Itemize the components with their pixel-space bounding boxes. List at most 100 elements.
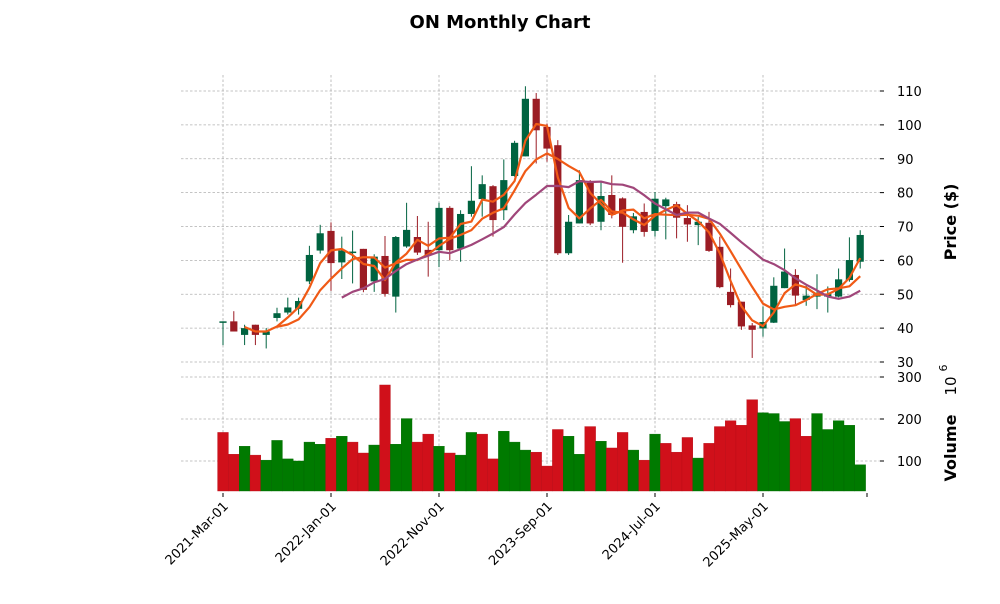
volume-bar [303,441,316,492]
candle-body [338,250,346,263]
candle-body [413,237,421,253]
candle-body [403,229,411,247]
candle-body [467,200,475,214]
candle-body [295,301,303,309]
candle-body [359,248,367,290]
volume-exponent-base: 10 [942,376,960,395]
volume-bar [725,420,737,492]
volume-bar [854,464,866,492]
candle-body [262,331,270,335]
candle-body [392,237,400,297]
volume-bar [271,440,283,492]
volume-bar [843,425,856,492]
moving-average-3 [244,122,862,333]
volume-bar [530,451,542,492]
volume-bar [401,418,413,492]
candle-body [435,207,443,251]
volume-bar [217,432,229,492]
volume-bar [681,437,694,492]
volume-exponent-power: 6 [937,365,950,372]
candle-body [327,230,335,264]
candle-body [597,196,605,222]
volume-bar [519,449,532,492]
candle-body [705,222,713,251]
volume-bar [487,458,499,492]
volume-bar [249,454,262,492]
volume-bar [379,384,391,492]
price-tick-label: 40 [897,322,914,337]
volume-bar [314,444,326,492]
candle-body [543,126,551,149]
volume-bar [390,444,402,492]
candle-body [251,324,259,335]
candle-body [446,207,454,251]
candle-body [629,216,637,231]
candle-body [554,145,562,254]
volume-bar [606,447,618,492]
volume-bar [325,438,337,492]
candle-body [478,184,486,200]
volume-bar [433,446,445,492]
moving-average-6 [276,152,861,328]
x-tick-label: 2024-Jul-01 [600,499,664,563]
volume-bar [822,429,834,492]
volume-bar [789,418,802,492]
candle-body [586,182,594,224]
candle-body [370,256,378,282]
volume-bar [498,430,510,492]
volume-bar [595,441,607,492]
candle-body [349,251,357,254]
price-tick-label: 110 [897,85,922,100]
x-tick-label: 2022-Nov-01 [378,499,448,569]
candle-body [608,194,616,215]
volume-bar [649,433,661,492]
x-tick-label: 2023-Sep-01 [486,499,556,569]
volume-bar [563,436,575,492]
price-tick-label: 30 [897,356,914,371]
candle-body [284,307,292,313]
candle-body [305,254,313,282]
volume-bar [768,413,780,492]
volume-bar [617,432,629,492]
candle-body [532,98,540,131]
volume-bar [336,436,348,492]
volume-bar [779,421,791,492]
volume-bar [800,436,812,492]
volume-bar [833,420,845,492]
volume-bar [509,441,521,492]
moving-averages [244,122,862,333]
candle-body [856,234,864,262]
candle-body [230,321,238,332]
volume-bar [746,399,758,492]
candle-body [694,221,702,226]
x-tick-label: 2021-Mar-01 [163,499,232,568]
x-tick-label: 2025-May-01 [701,499,772,570]
candle-body [770,285,778,323]
volume-axis-label: Volume [941,414,960,481]
price-axis-label: Price ($) [941,184,960,261]
candle-body [381,255,389,294]
volume-bar [293,460,305,492]
price-tick-label: 80 [897,187,914,202]
candle-body [273,313,281,318]
candle-body [640,211,648,232]
candle-body [781,271,789,289]
volume-bar [368,444,380,492]
volume-bar [692,457,704,492]
candle-body [575,180,583,224]
volume-bar [422,433,434,492]
candle-body [748,325,756,330]
volume-bar [703,443,715,492]
candle-body [489,186,497,221]
volume-tick-label: 100 [897,455,922,470]
volume-bar [714,426,726,492]
volume-bar [757,412,769,492]
candle-body [219,321,227,323]
candle-body [802,295,810,301]
candle-body [511,142,519,177]
candle-body [424,249,432,255]
candle-body [521,98,529,157]
volume-tick-label: 300 [897,371,922,386]
price-tick-label: 50 [897,288,914,303]
